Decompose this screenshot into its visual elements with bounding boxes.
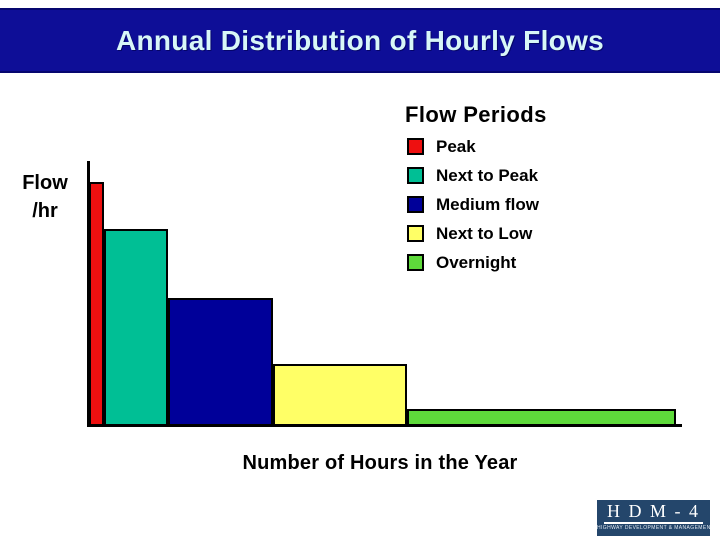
legend-item-next-to-low: Next to Low <box>407 225 539 242</box>
next-to-low-swatch <box>407 225 424 242</box>
legend-label: Next to Peak <box>436 166 539 185</box>
legend-item-medium-flow: Medium flow <box>407 196 539 213</box>
y-axis-label-line1: Flow <box>22 172 68 194</box>
legend-item-overnight: Overnight <box>407 254 539 271</box>
medium-flow-swatch <box>407 196 424 213</box>
bar-next-to-peak <box>104 229 168 426</box>
hdm4-logo-rule <box>604 522 703 524</box>
y-axis-label: Flow /hr <box>10 169 80 225</box>
bar-overnight <box>407 409 676 426</box>
x-axis-label: Number of Hours in the Year <box>242 452 518 474</box>
legend-label: Medium flow <box>436 195 539 214</box>
bar-series <box>89 162 689 426</box>
legend-label: Overnight <box>436 253 517 272</box>
hdm4-logo-subtitle: HIGHWAY DEVELOPMENT & MANAGEMENT <box>597 525 710 531</box>
hdm4-logo: H D M - 4 HIGHWAY DEVELOPMENT & MANAGEME… <box>597 500 710 536</box>
legend: Peak Next to Peak Medium flow Next to Lo… <box>407 138 539 283</box>
legend-label: Next to Low <box>436 224 533 243</box>
overnight-swatch <box>407 254 424 271</box>
slide-title: Annual Distribution of Hourly Flows <box>115 25 605 56</box>
legend-item-next-to-peak: Next to Peak <box>407 167 539 184</box>
legend-heading: Flow Periods <box>405 102 547 127</box>
bar-peak <box>89 182 104 426</box>
title-banner: Annual Distribution of Hourly Flows <box>0 8 720 73</box>
hdm4-logo-title: H D M - 4 <box>607 501 700 521</box>
legend-item-peak: Peak <box>407 138 539 155</box>
y-axis-line <box>87 161 90 427</box>
bar-medium-flow <box>168 298 273 426</box>
peak-swatch <box>407 138 424 155</box>
y-axis-label-line2: /hr <box>32 200 58 222</box>
bar-next-to-low <box>273 364 407 426</box>
legend-label: Peak <box>436 137 476 156</box>
next-to-peak-swatch <box>407 167 424 184</box>
